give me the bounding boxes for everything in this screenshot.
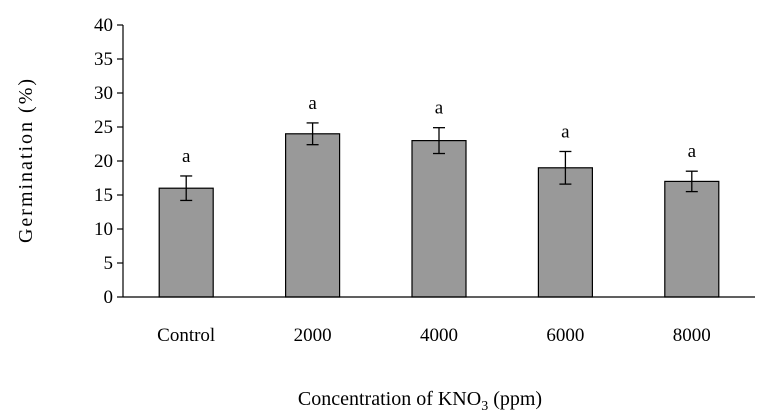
x-category-label: 4000 — [420, 325, 458, 346]
error-bars — [180, 122, 698, 202]
x-axis-category-labels: Control 2000 4000 6000 8000 — [157, 325, 711, 346]
significance-label: a — [182, 146, 191, 167]
significance-labels: a a a a a — [182, 93, 697, 167]
y-tick-label: 20 — [94, 151, 113, 172]
x-axis-title-unit: (ppm) — [488, 388, 542, 410]
significance-label: a — [688, 141, 697, 162]
x-category-label: Control — [157, 325, 215, 346]
bar-8000 — [664, 180, 720, 298]
x-axis-title: Concentration of KNO3 (ppm) — [298, 388, 542, 413]
x-category-label: 6000 — [546, 325, 584, 346]
y-tick-label: 35 — [94, 49, 113, 70]
significance-label: a — [435, 98, 444, 119]
significance-label: a — [561, 121, 570, 142]
x-axis-title-subscript: 3 — [481, 399, 488, 413]
bar-2000 — [285, 133, 341, 298]
y-tick-label: 30 — [94, 83, 113, 104]
bar-control — [158, 187, 214, 298]
x-axis-title-main: Concentration of KNO — [298, 388, 481, 410]
x-category-label: 8000 — [673, 325, 711, 346]
y-tick-label: 25 — [94, 117, 113, 138]
bars — [158, 133, 720, 298]
y-tick-label: 40 — [94, 15, 113, 36]
y-tick-label: 0 — [104, 287, 114, 308]
y-tick-label: 10 — [94, 219, 113, 240]
bar-6000 — [537, 167, 594, 298]
x-category-label: 2000 — [294, 325, 332, 346]
y-tick-label: 15 — [94, 185, 113, 206]
y-axis-title: Germination (%) — [15, 77, 37, 243]
bar-4000 — [411, 140, 467, 298]
y-axis-ticks: 0 5 10 15 20 25 30 35 40 — [94, 15, 123, 308]
significance-label: a — [308, 93, 317, 114]
y-tick-label: 5 — [104, 253, 114, 274]
